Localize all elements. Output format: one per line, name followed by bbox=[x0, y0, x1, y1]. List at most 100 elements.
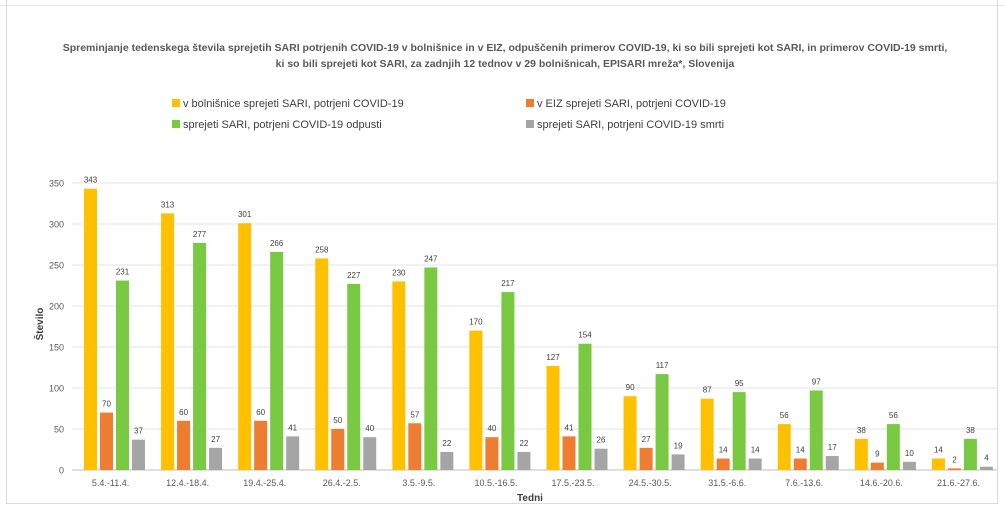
bar-deaths-11 bbox=[979, 466, 993, 470]
top-border-line bbox=[0, 5, 1005, 6]
legend-swatch-icu bbox=[526, 99, 534, 107]
legend-swatch-hospital bbox=[172, 99, 180, 107]
data-label: 14 bbox=[751, 446, 760, 455]
data-label: 97 bbox=[812, 377, 821, 386]
data-label: 56 bbox=[780, 411, 789, 420]
data-label: 17 bbox=[828, 443, 837, 452]
data-label: 277 bbox=[193, 230, 207, 239]
x-tick-label: 17.5.-23.5. bbox=[552, 478, 595, 488]
bar-discharged-7 bbox=[655, 374, 669, 470]
legend-label-deaths: sprejeti SARI, potrjeni COVID-19 smrti bbox=[537, 119, 725, 131]
data-label: 258 bbox=[315, 245, 329, 254]
bar-discharged-8 bbox=[732, 392, 746, 470]
data-label: 41 bbox=[565, 423, 574, 432]
bar-hospital-4 bbox=[392, 281, 406, 470]
bar-hospital-7 bbox=[623, 396, 637, 470]
data-label: 10 bbox=[905, 449, 914, 458]
data-label: 87 bbox=[703, 386, 712, 395]
x-tick-label: 19.4.-25.4. bbox=[243, 478, 286, 488]
bar-hospital-2 bbox=[238, 223, 252, 470]
bar-deaths-0 bbox=[132, 439, 145, 470]
x-tick-label: 3.5.-9.5. bbox=[402, 478, 435, 488]
data-label: 22 bbox=[442, 439, 451, 448]
x-tick-label: 31.5.-6.6. bbox=[708, 478, 746, 488]
data-label: 14 bbox=[796, 446, 805, 455]
data-label: 127 bbox=[546, 353, 560, 362]
bar-deaths-8 bbox=[748, 458, 762, 470]
chart-title: Spreminjanje tedenskega števila sprejeti… bbox=[62, 42, 948, 70]
data-label: 217 bbox=[501, 279, 515, 288]
data-label: 95 bbox=[735, 379, 744, 388]
bar-deaths-7 bbox=[671, 454, 685, 470]
data-label: 60 bbox=[179, 408, 188, 417]
bar-deaths-6 bbox=[594, 448, 608, 470]
data-label: 231 bbox=[116, 268, 130, 277]
bar-discharged-9 bbox=[809, 390, 823, 470]
bar-icu-6 bbox=[562, 436, 576, 470]
bar-hospital-10 bbox=[854, 438, 868, 470]
data-label: 227 bbox=[347, 271, 361, 280]
data-label: 57 bbox=[410, 410, 419, 419]
data-label: 38 bbox=[857, 426, 866, 435]
bars-layer bbox=[84, 188, 993, 471]
data-label: 9 bbox=[875, 450, 880, 459]
data-label: 313 bbox=[161, 200, 175, 209]
bar-discharged-11 bbox=[963, 438, 977, 470]
data-label: 27 bbox=[211, 435, 220, 444]
grid-layer bbox=[72, 182, 997, 471]
x-tick-label: 14.6.-20.6. bbox=[860, 478, 903, 488]
y-tick-label: 50 bbox=[54, 425, 64, 435]
data-label: 90 bbox=[626, 383, 635, 392]
bar-icu-1 bbox=[177, 420, 191, 470]
data-label: 19 bbox=[674, 441, 683, 450]
bar-hospital-9 bbox=[777, 424, 791, 470]
x-tick-label: 7.6.-13.6. bbox=[785, 478, 823, 488]
bar-deaths-10 bbox=[902, 461, 916, 470]
bar-hospital-5 bbox=[469, 330, 483, 470]
y-tick-label: 100 bbox=[49, 384, 64, 394]
bar-deaths-5 bbox=[517, 451, 531, 470]
bar-discharged-10 bbox=[886, 424, 900, 470]
legend-item-icu: v EIZ sprejeti SARI, potrjeni COVID-19 bbox=[526, 98, 726, 110]
data-label: 343 bbox=[84, 176, 98, 185]
data-label: 22 bbox=[519, 439, 528, 448]
x-axis-title: Tedni bbox=[517, 493, 543, 504]
data-label: 154 bbox=[578, 331, 592, 340]
x-tick-label: 24.5.-30.5. bbox=[629, 478, 672, 488]
bar-icu-2 bbox=[254, 420, 268, 470]
data-label: 37 bbox=[134, 427, 143, 436]
x-tick-label: 26.4.-2.5. bbox=[323, 478, 361, 488]
y-tick-label: 250 bbox=[49, 261, 64, 271]
data-label: 56 bbox=[889, 411, 898, 420]
data-label: 26 bbox=[597, 436, 606, 445]
y-axis-title: Število bbox=[33, 308, 46, 341]
data-label: 230 bbox=[392, 268, 406, 277]
bar-discharged-5 bbox=[501, 292, 515, 470]
bar-icu-3 bbox=[331, 429, 345, 470]
y-tick-label: 200 bbox=[49, 302, 64, 312]
y-tick-label: 0 bbox=[59, 466, 64, 476]
data-label: 27 bbox=[642, 435, 651, 444]
legend-item-deaths: sprejeti SARI, potrjeni COVID-19 smrti bbox=[526, 119, 724, 131]
bar-icu-8 bbox=[716, 458, 730, 470]
bar-deaths-4 bbox=[440, 451, 454, 470]
data-label: 41 bbox=[288, 423, 297, 432]
x-tick-label: 10.5.-16.5. bbox=[474, 478, 517, 488]
data-label: 4 bbox=[984, 454, 989, 463]
bar-hospital-0 bbox=[84, 188, 97, 471]
bar-deaths-1 bbox=[209, 447, 223, 470]
bar-hospital-8 bbox=[700, 398, 714, 470]
data-label: 117 bbox=[656, 361, 669, 370]
data-label: 38 bbox=[966, 426, 975, 435]
data-label: 40 bbox=[487, 424, 496, 433]
bar-discharged-3 bbox=[347, 283, 361, 470]
bar-icu-7 bbox=[639, 447, 653, 470]
x-tick-label: 12.4.-18.4. bbox=[166, 478, 209, 488]
bar-discharged-4 bbox=[424, 267, 438, 470]
bar-deaths-9 bbox=[825, 456, 839, 470]
data-label: 14 bbox=[719, 446, 728, 455]
bar-icu-0 bbox=[100, 412, 113, 470]
legend-swatch-deaths bbox=[526, 120, 534, 128]
y-tick-label: 300 bbox=[49, 220, 64, 230]
